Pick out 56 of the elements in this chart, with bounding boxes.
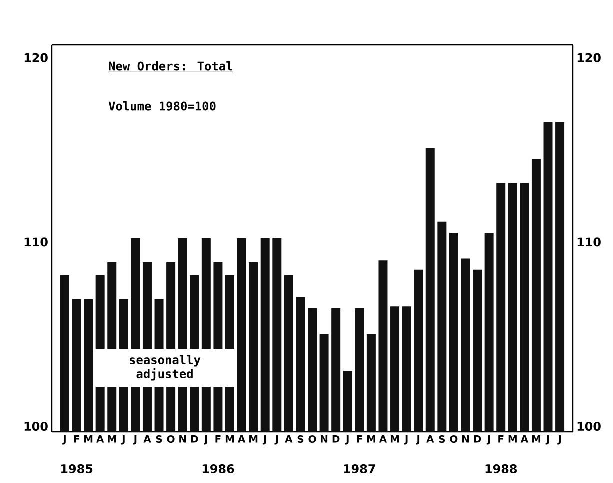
- y2-tick-label: 120: [578, 53, 601, 62]
- x-tick-label: J: [416, 436, 420, 445]
- x-tick-label: S: [298, 436, 304, 444]
- x-tick-label: A: [426, 436, 434, 443]
- text: 1988: [486, 464, 518, 474]
- x-tick-label: J: [404, 436, 408, 445]
- x-tick-label: J: [486, 436, 490, 445]
- x-tick-label: A: [379, 436, 388, 443]
- y-tick-label: 120: [24, 53, 48, 62]
- text: 1987: [344, 464, 376, 474]
- y-tick-label: 110: [24, 238, 48, 247]
- x-tick-label: S: [439, 436, 446, 444]
- annotation: seasonally adjusted: [130, 355, 201, 381]
- x-tick-label: F: [216, 436, 221, 443]
- x-tick-label: N: [180, 436, 186, 443]
- x-tick-label: N: [462, 436, 469, 443]
- x-tick-label: J: [121, 436, 125, 445]
- x-tick-label: O: [167, 436, 175, 444]
- x-tick-label: J: [133, 436, 137, 445]
- x-tick-label: O: [308, 436, 316, 444]
- text: 1985: [62, 464, 93, 474]
- x-tick-label: D: [191, 436, 198, 443]
- x-tick-label: J: [558, 436, 561, 445]
- x-tick-label: M: [508, 436, 517, 443]
- text: New Orders: Total: [109, 62, 232, 71]
- x-tick-label: M: [84, 436, 93, 443]
- x-tick-label: A: [96, 436, 104, 443]
- x-tick-label: A: [238, 436, 246, 443]
- x-tick-label: J: [262, 436, 266, 445]
- x-tick-label: F: [498, 436, 504, 443]
- y2-tick-label: 110: [578, 238, 601, 247]
- x-tick-label: A: [144, 436, 152, 443]
- x-tick-label: J: [204, 436, 208, 445]
- x-tick-label: M: [532, 436, 541, 443]
- x-tick-label: N: [321, 436, 328, 443]
- y2-tick-label: 100: [578, 422, 601, 431]
- x-tick-label: M: [250, 436, 258, 443]
- x-tick-label: S: [156, 436, 162, 444]
- x-tick-label: M: [108, 436, 116, 443]
- x-tick-label: M: [226, 436, 234, 443]
- x-tick-label: O: [450, 436, 458, 444]
- y-tick-label: 100: [24, 422, 48, 431]
- x-tick-label: J: [274, 436, 278, 445]
- x-tick-label: M: [367, 436, 376, 443]
- x-tick-label: A: [285, 436, 293, 443]
- x-tick-label: D: [332, 436, 340, 443]
- text: 1986: [202, 464, 234, 474]
- x-tick-label: J: [62, 436, 66, 445]
- x-tick-label: A: [520, 436, 528, 443]
- x-tick-label: M: [390, 436, 400, 443]
- x-tick-label: D: [474, 436, 482, 443]
- x-tick-label: F: [74, 436, 80, 443]
- x-tick-label: J: [546, 436, 550, 445]
- text: Volume 1980=100: [108, 102, 216, 111]
- x-tick-label: F: [357, 436, 362, 443]
- x-tick-label: J: [345, 436, 349, 445]
